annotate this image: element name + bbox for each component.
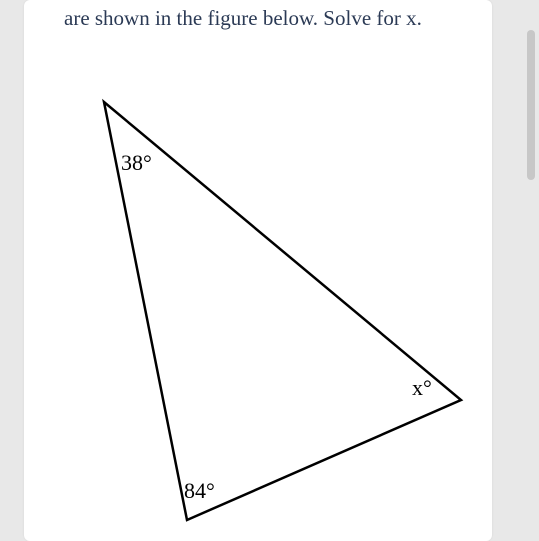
question-text: are shown in the figure below. Solve for… [64, 4, 484, 32]
triangle-svg [24, 60, 492, 540]
angle-label-top: 38° [121, 150, 152, 176]
angle-label-bottom: 84° [184, 478, 215, 504]
angle-label-right: x° [412, 375, 432, 401]
triangle-shape [104, 102, 461, 520]
page-background: are shown in the figure below. Solve for… [0, 0, 539, 541]
scrollbar-thumb[interactable] [527, 30, 535, 180]
content-card: are shown in the figure below. Solve for… [24, 0, 492, 541]
triangle-figure: 38° 84° x° [24, 60, 492, 540]
